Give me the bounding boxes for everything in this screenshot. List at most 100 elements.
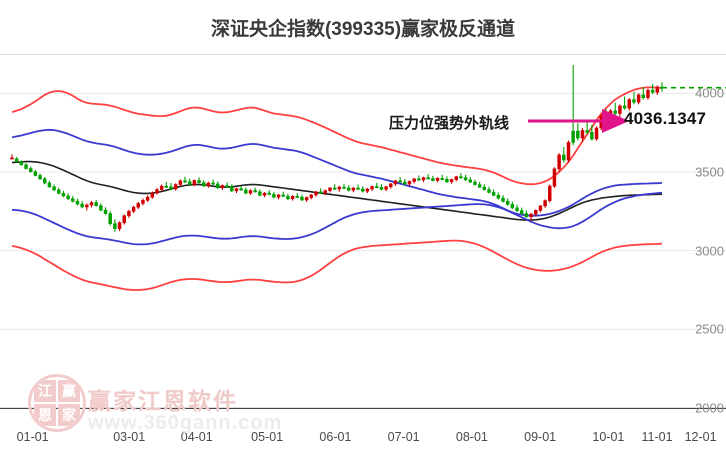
candle-body — [300, 196, 304, 201]
candle-body — [141, 200, 145, 204]
x-axis-tick-label: 07-01 — [387, 430, 420, 444]
candle-body — [117, 222, 122, 229]
series-inner_lower_band — [11, 191, 663, 246]
candle-body — [248, 190, 253, 194]
price-value-label: 4036.1347 — [624, 109, 707, 128]
candle-body — [127, 211, 131, 217]
candle-body — [393, 180, 398, 185]
candle-body — [220, 185, 225, 189]
candle-body — [571, 130, 575, 143]
candle-body — [197, 180, 201, 184]
candle-body — [365, 188, 370, 192]
candle-body — [286, 195, 290, 200]
candle-body — [524, 213, 529, 217]
candle-body — [234, 188, 239, 192]
candle-body — [239, 188, 243, 191]
candle-body — [435, 177, 440, 181]
x-axis-labels: 01-01 03-01 04-01 05-01 06-01 07-01 08-01 09-01… — [0, 424, 726, 446]
candle-body — [122, 215, 126, 223]
candle-body — [375, 186, 379, 188]
seal-char: 赢 — [58, 380, 80, 402]
candle-body — [454, 176, 458, 180]
candle-body — [38, 175, 42, 180]
x-axis-tick-label: 08-01 — [455, 430, 488, 444]
candle-body — [225, 185, 229, 188]
x-axis-tick-label: 10-01 — [592, 430, 625, 444]
candle-body — [641, 94, 646, 99]
candle-body — [24, 164, 28, 169]
seal-char: 恩 — [34, 404, 56, 426]
candle-body — [211, 182, 215, 185]
candle-body — [636, 94, 641, 103]
candle-body — [608, 110, 613, 121]
candle-body — [533, 210, 538, 215]
candle-body — [253, 190, 257, 193]
candle-body — [412, 178, 416, 182]
candle-body — [580, 130, 585, 139]
candle-body — [216, 183, 220, 189]
candle-body — [351, 187, 356, 191]
candle-body — [57, 189, 61, 194]
candle-body — [318, 191, 323, 194]
candle-body — [108, 213, 112, 224]
candle-body — [342, 186, 346, 189]
candle-body — [295, 195, 299, 198]
candle-body — [468, 179, 473, 183]
candle-body — [585, 130, 589, 133]
candle-body — [459, 176, 463, 179]
candle-body — [594, 127, 599, 140]
candle-body — [323, 190, 328, 194]
candle-body — [440, 177, 444, 180]
candle-body — [650, 89, 655, 93]
candle-body — [356, 187, 360, 190]
candle-body — [28, 168, 33, 172]
series-outer_upper_band — [11, 86, 663, 186]
candle-body — [505, 200, 510, 205]
candle-body — [145, 196, 150, 201]
candle-body — [482, 186, 487, 190]
candle-body — [655, 86, 660, 93]
candle-body — [10, 157, 14, 160]
candle-body — [103, 209, 108, 214]
candle-body — [19, 161, 24, 166]
candle-body — [159, 185, 164, 190]
candle-body — [230, 186, 234, 192]
candle-body — [276, 194, 281, 198]
candle-body — [89, 202, 94, 206]
resistance-annotation-label: 压力位强势外轨线 — [389, 115, 510, 132]
chart-canvas — [0, 54, 726, 409]
candle-body — [328, 187, 332, 191]
series-mid_line — [11, 160, 663, 221]
candle-body — [360, 188, 365, 192]
candle-body — [562, 154, 566, 161]
candle-body — [599, 115, 603, 129]
candle-body — [477, 184, 482, 188]
x-axis-tick-label: 12-01 — [684, 430, 717, 444]
candle-body — [398, 180, 402, 183]
candle-body — [267, 192, 271, 195]
candle-body — [309, 194, 314, 198]
candle-body — [463, 177, 468, 181]
x-axis-tick-label: 11-01 — [641, 430, 673, 444]
candle-body — [548, 185, 552, 201]
candle-body — [379, 187, 384, 190]
candle-body — [646, 89, 650, 99]
chart-plot-area — [0, 54, 726, 409]
candle-body — [113, 223, 117, 229]
candle-body — [337, 186, 342, 190]
candle-body — [281, 194, 285, 197]
candle-body — [262, 192, 267, 196]
candle-body — [183, 180, 187, 183]
x-axis-tick-label: 09-01 — [524, 430, 557, 444]
candle-body — [75, 200, 80, 205]
candle-body — [272, 194, 276, 198]
candle-body — [389, 183, 393, 188]
candle-body — [61, 193, 66, 197]
candle-body — [187, 181, 192, 185]
candle-body — [604, 115, 608, 121]
candle-body — [576, 130, 580, 139]
watermark-url: www.360gann.com — [88, 412, 283, 434]
candle-body — [431, 178, 435, 181]
candle-body — [557, 154, 561, 170]
